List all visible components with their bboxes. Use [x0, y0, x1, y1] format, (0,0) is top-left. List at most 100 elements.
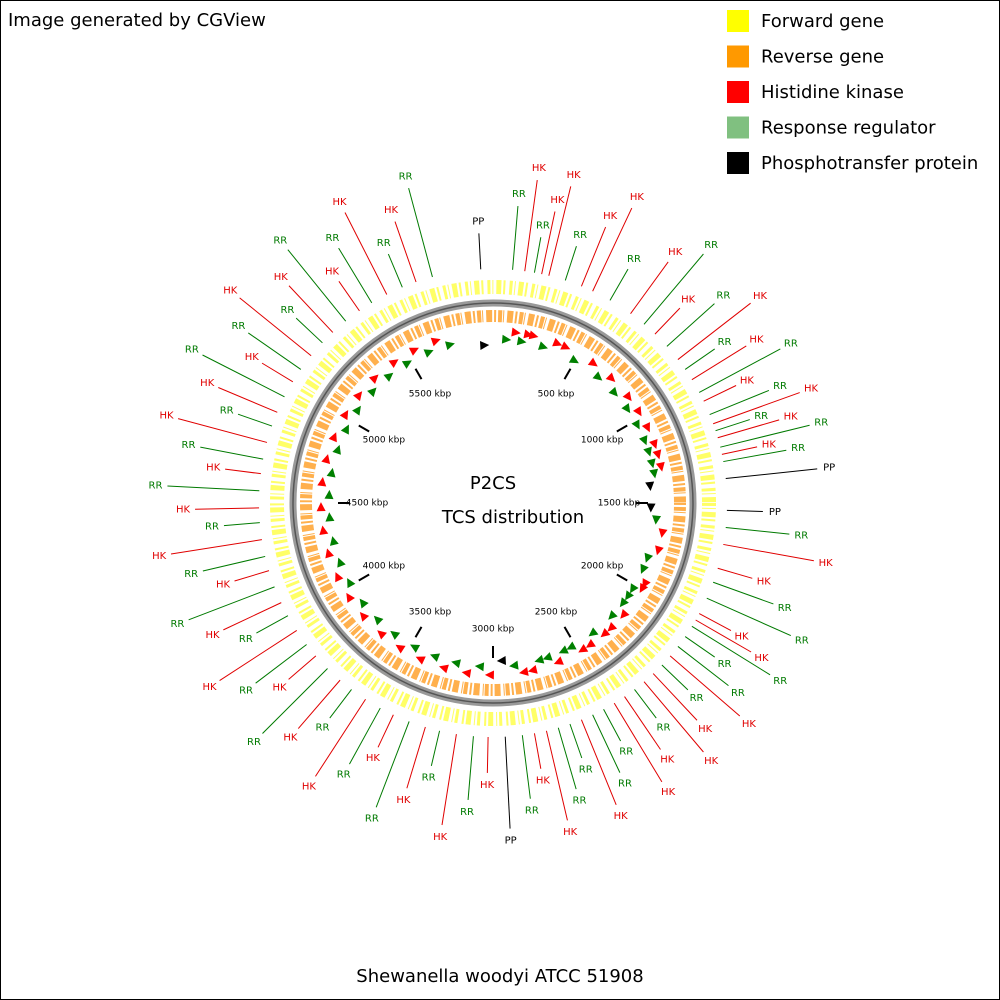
- feature-leader: [239, 297, 312, 357]
- feature-label: RR: [573, 230, 587, 241]
- feature-leader: [219, 630, 298, 681]
- feature-label: RR: [184, 569, 198, 580]
- feature-leader: [677, 646, 729, 687]
- feature-label: RR: [690, 693, 704, 704]
- feature-arrow: [655, 461, 665, 472]
- feature-label: HK: [159, 411, 174, 422]
- feature-leader: [613, 702, 663, 783]
- feature-label: HK: [272, 682, 287, 693]
- feature-leader: [504, 736, 511, 829]
- feature-arrow: [484, 670, 494, 680]
- feature-arrow: [423, 349, 434, 358]
- tick-label: 5000 kbp: [363, 436, 406, 446]
- feature-arrow: [337, 557, 346, 568]
- feature-leader: [375, 721, 410, 808]
- feature-leader: [195, 507, 260, 510]
- feature-label: RR: [280, 305, 294, 316]
- feature-leader: [624, 696, 661, 750]
- feature-leader: [703, 385, 737, 402]
- feature-arrow: [588, 627, 599, 637]
- feature-arrow: [538, 341, 548, 350]
- feature-label: HK: [740, 375, 755, 386]
- feature-arrow: [339, 410, 349, 421]
- tick-label: 2500 kbp: [535, 608, 578, 618]
- reverse-gene-ring: [300, 310, 686, 696]
- tick-mark: [616, 573, 628, 582]
- feature-label: HK: [152, 551, 167, 562]
- feature-arrow: [321, 454, 331, 464]
- feature-label: HK: [200, 378, 215, 389]
- feature-arrow: [625, 590, 634, 601]
- feature-label: RR: [618, 778, 632, 789]
- legend-swatch: [727, 10, 749, 32]
- feature-leader: [706, 597, 792, 637]
- feature-leader: [202, 555, 266, 572]
- feature-leader: [295, 317, 323, 344]
- feature-leader: [709, 389, 770, 416]
- feature-label: RR: [619, 747, 633, 758]
- feature-arrow: [516, 336, 527, 346]
- feature-leader: [715, 419, 750, 432]
- feature-label: HK: [819, 558, 834, 569]
- feature-arrow: [359, 598, 369, 609]
- feature-label: RR: [325, 233, 339, 244]
- feature-label: HK: [804, 384, 819, 395]
- feature-leader: [541, 211, 556, 275]
- feature-label: HK: [384, 205, 399, 216]
- feature-leader: [643, 681, 704, 753]
- feature-arrow: [519, 667, 529, 676]
- feature-label: HK: [567, 170, 582, 181]
- feature-label: RR: [239, 685, 253, 696]
- feature-leader: [288, 655, 317, 680]
- feature-label: HK: [283, 733, 298, 744]
- feature-arrow: [430, 653, 441, 662]
- feature-leader: [712, 392, 800, 425]
- feature-arrow: [451, 659, 461, 669]
- forward-gene-ring: [270, 280, 716, 726]
- feature-arrow: [631, 419, 640, 430]
- feature-arrow: [408, 347, 419, 356]
- feature-label: HK: [433, 832, 448, 843]
- feature-leader: [666, 303, 715, 347]
- feature-leader: [630, 261, 669, 314]
- tick-label: 3000 kbp: [472, 625, 515, 635]
- legend-label: Histidine kinase: [761, 82, 904, 103]
- feature-label: RR: [365, 814, 379, 825]
- legend-swatch: [727, 152, 749, 174]
- feature-label: RR: [182, 440, 196, 451]
- feature-label: PP: [472, 216, 484, 227]
- feature-label: HK: [532, 163, 547, 174]
- feature-arrow: [619, 597, 629, 608]
- feature-label: HK: [274, 272, 289, 283]
- feature-arrow: [649, 468, 659, 479]
- feature-layer: 500 kbp 1000 kbp 1500 kbp 2000 kbp 2500 kbp 3…: [149, 163, 836, 846]
- feature-arrow: [368, 374, 379, 384]
- feature-leader: [338, 281, 360, 312]
- feature-arrow: [585, 639, 596, 648]
- feature-leader: [237, 413, 273, 427]
- feature-arrow: [652, 449, 662, 460]
- legend-label: Forward gene: [761, 11, 884, 32]
- feature-arrow: [347, 578, 356, 589]
- feature-leader: [256, 615, 289, 634]
- tick-mark: [358, 424, 370, 433]
- feature-label: RR: [377, 238, 391, 249]
- feature-label: RR: [627, 254, 641, 265]
- feature-leader: [287, 249, 347, 322]
- feature-arrow: [324, 489, 334, 500]
- feature-arrow: [317, 476, 327, 487]
- feature-leader: [533, 733, 542, 769]
- feature-arrow: [645, 481, 655, 491]
- feature-label: RR: [512, 189, 526, 200]
- feature-arrow: [641, 422, 650, 433]
- feature-label: PP: [823, 463, 835, 474]
- feature-arrow: [501, 334, 512, 344]
- feature-leader: [177, 418, 268, 443]
- tick-mark: [616, 424, 628, 433]
- feature-arrow: [325, 548, 334, 559]
- feature-arrow: [377, 630, 387, 640]
- feature-arrow: [373, 615, 384, 626]
- feature-leader: [344, 212, 388, 295]
- feature-leader: [725, 468, 818, 480]
- feature-arrow: [496, 656, 506, 666]
